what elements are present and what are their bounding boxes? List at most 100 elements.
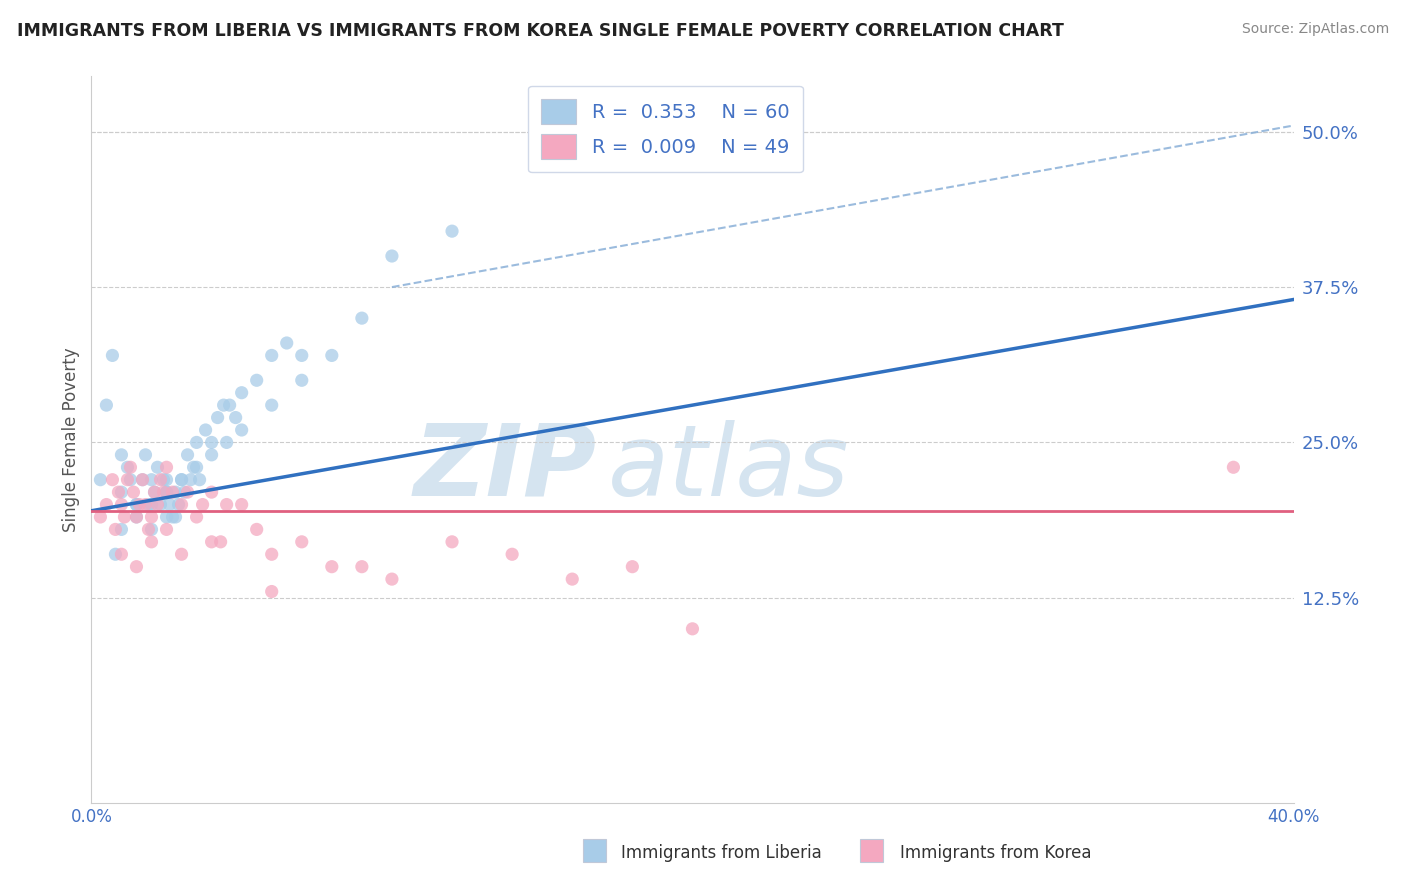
Point [104, 523, 127, 537]
Point [159, 498, 181, 512]
Point [125, 498, 148, 512]
Point [89, 473, 111, 487]
Point [350, 311, 373, 326]
Bar [860, 838, 883, 862]
Point [146, 460, 169, 475]
Point [155, 485, 177, 500]
Point [381, 572, 404, 586]
Point [165, 485, 187, 500]
Point [128, 498, 150, 512]
Point [180, 473, 202, 487]
Point [218, 398, 240, 412]
Point [440, 224, 463, 238]
Point [260, 584, 283, 599]
Point [110, 485, 132, 500]
Point [120, 473, 142, 487]
Point [215, 498, 238, 512]
Point [201, 485, 224, 500]
Point [621, 559, 644, 574]
Point [440, 534, 463, 549]
Point [246, 373, 269, 387]
Point [110, 547, 132, 561]
Point [350, 559, 373, 574]
Point [114, 510, 136, 524]
Point [110, 523, 132, 537]
Point [291, 348, 314, 362]
Point [110, 498, 132, 512]
Point [215, 435, 238, 450]
Point [138, 523, 160, 537]
Point [89, 510, 111, 524]
Point [141, 523, 163, 537]
Point [104, 547, 127, 561]
Point [125, 510, 148, 524]
Point [191, 498, 214, 512]
Point [201, 534, 224, 549]
Point [125, 498, 148, 512]
Point [146, 498, 169, 512]
Point [107, 485, 129, 500]
Point [260, 547, 283, 561]
Point [170, 473, 193, 487]
Point [141, 473, 163, 487]
Point [141, 510, 163, 524]
Point [186, 460, 208, 475]
Point [260, 398, 283, 412]
Bar [583, 838, 606, 862]
Point [201, 435, 224, 450]
Point [96, 398, 118, 412]
Point [143, 485, 166, 500]
Point [183, 460, 205, 475]
Point [110, 448, 132, 462]
Point [131, 473, 153, 487]
Point [260, 348, 283, 362]
Legend: R =  0.353    N = 60, R =  0.009    N = 49: R = 0.353 N = 60, R = 0.009 N = 49 [527, 86, 803, 172]
Point [138, 498, 160, 512]
Point [134, 448, 156, 462]
Point [143, 485, 166, 500]
Point [246, 523, 269, 537]
Point [141, 534, 163, 549]
Point [96, 498, 118, 512]
Text: Immigrants from Liberia: Immigrants from Liberia [621, 844, 823, 862]
Point [155, 460, 177, 475]
Point [122, 485, 145, 500]
Text: IMMIGRANTS FROM LIBERIA VS IMMIGRANTS FROM KOREA SINGLE FEMALE POVERTY CORRELATI: IMMIGRANTS FROM LIBERIA VS IMMIGRANTS FR… [17, 22, 1064, 40]
Point [162, 510, 184, 524]
Point [176, 448, 198, 462]
Point [291, 534, 314, 549]
Point [155, 485, 177, 500]
Point [155, 523, 177, 537]
Point [291, 373, 314, 387]
Point [186, 435, 208, 450]
Point [101, 348, 124, 362]
Point [231, 385, 253, 400]
Point [155, 473, 177, 487]
Point [149, 498, 172, 512]
Point [188, 473, 211, 487]
Point [176, 485, 198, 500]
Point [321, 559, 343, 574]
Y-axis label: Single Female Poverty: Single Female Poverty [62, 347, 80, 532]
Point [186, 510, 208, 524]
Point [170, 473, 193, 487]
Point [125, 510, 148, 524]
Point [194, 423, 217, 437]
Text: atlas: atlas [609, 420, 851, 516]
Point [1222, 460, 1244, 475]
Point [209, 534, 232, 549]
Point [276, 336, 298, 351]
Point [131, 473, 153, 487]
Text: Source: ZipAtlas.com: Source: ZipAtlas.com [1241, 22, 1389, 37]
Point [501, 547, 523, 561]
Point [231, 423, 253, 437]
Point [170, 547, 193, 561]
Point [561, 572, 583, 586]
Point [155, 510, 177, 524]
Point [101, 473, 124, 487]
Point [162, 485, 184, 500]
Point [681, 622, 703, 636]
Point [225, 410, 247, 425]
Point [173, 485, 195, 500]
Point [212, 398, 235, 412]
